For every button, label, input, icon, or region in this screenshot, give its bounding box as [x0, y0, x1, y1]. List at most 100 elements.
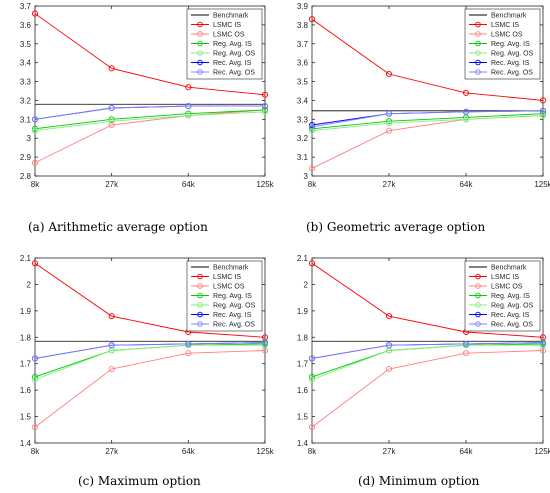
- x-tick-label: 125k: [534, 447, 550, 456]
- data-point-reg-avg-is: [308, 125, 316, 132]
- chart-maximum: 1.4 1.5 1.6 1.7 1.8 1.9 2 2.1 8k 27k 64k 125k Benchm…: [20, 254, 275, 456]
- y-tick-label: 1.6: [297, 386, 309, 395]
- legend-label: Benchmark: [213, 13, 249, 20]
- data-point-lsmc-os: [462, 350, 470, 357]
- x-tick-label: 64k: [182, 447, 196, 456]
- series-line-lsmc-is: [34, 13, 266, 96]
- data-point-reg-avg-os: [261, 108, 269, 115]
- caption-maximum-option: (c) Maximum option: [78, 474, 201, 488]
- data-point-lsmc-is: [108, 313, 115, 320]
- data-point-lsmc-is: [462, 89, 470, 96]
- y-tick-label: 1.5: [297, 413, 309, 422]
- legend-box: [186, 260, 263, 332]
- legend-marker: [475, 273, 481, 280]
- x-tick-label: 27k: [383, 180, 397, 189]
- legend-marker: [475, 321, 481, 327]
- y-tick-label: 3.1: [297, 153, 309, 162]
- data-point-rec-avg-os: [31, 355, 39, 362]
- data-point-reg-avg-os: [31, 376, 39, 383]
- data-point-rec-avg-os: [385, 110, 393, 117]
- legend-label: LSMC OS: [213, 284, 245, 291]
- series-line-reg-avg-os: [34, 344, 265, 380]
- data-point-lsmc-os: [385, 365, 393, 373]
- legend-label: Rec. Avg. IS: [491, 312, 530, 319]
- data-point-reg-avg-is: [185, 110, 192, 117]
- legend-label: LSMC OS: [491, 32, 523, 39]
- series-line-rec-avg-os: [311, 110, 544, 128]
- series-line-rec-avg-os: [34, 342, 266, 359]
- plot-frame: [34, 5, 266, 177]
- legend-marker: [197, 40, 203, 47]
- data-point-lsmc-os: [308, 424, 316, 431]
- data-point-reg-avg-os: [308, 376, 316, 383]
- data-point-lsmc-is: [261, 91, 269, 98]
- legend-marker: [197, 302, 203, 308]
- legend-marker: [197, 273, 203, 280]
- y-tick-label: 3.8: [297, 21, 309, 30]
- legend-label: LSMC IS: [213, 22, 241, 29]
- series-line-reg-avg-os: [34, 111, 266, 132]
- series-line-reg-avg-is: [311, 343, 544, 378]
- series-line-lsmc-is: [311, 18, 544, 101]
- caption-geometric-average: (b) Geometric average option: [306, 220, 486, 234]
- data-point-lsmc-is: [31, 260, 39, 267]
- y-tick-label: 3.6: [297, 59, 309, 68]
- series-line-lsmc-is: [311, 262, 544, 338]
- legend-label: Reg. Avg. IS: [213, 41, 252, 48]
- legend-box: [464, 260, 541, 332]
- legend-marker: [197, 292, 203, 299]
- legend-box: [464, 8, 541, 80]
- x-tick-label: 64k: [182, 180, 196, 189]
- data-point-rec-avg-is: [308, 121, 316, 129]
- legend-marker: [475, 292, 481, 299]
- y-tick-label: 3.9: [297, 2, 309, 11]
- data-point-lsmc-os: [31, 159, 39, 166]
- legend-marker: [197, 21, 203, 28]
- legend-marker: [197, 321, 203, 327]
- y-tick-label: 3: [27, 134, 32, 143]
- legend-marker: [475, 59, 481, 66]
- x-tick-label: 27k: [105, 180, 119, 189]
- legend-label: Benchmark: [491, 13, 527, 20]
- legend: Benchmark LSMC IS LSMC OS Reg. Avg. IS Reg. …: [186, 8, 263, 80]
- data-point-rec-avg-os: [308, 123, 316, 130]
- legend-marker: [197, 50, 203, 56]
- y-tick-label: 2.1: [20, 254, 32, 263]
- data-point-lsmc-os: [308, 165, 316, 172]
- y-tick-label: 3.7: [297, 40, 309, 49]
- legend: Benchmark LSMC IS LSMC OS Reg. Avg. IS Reg. …: [186, 260, 263, 332]
- y-tick-label: 1.6: [20, 386, 32, 395]
- series-line-reg-avg-is: [34, 109, 266, 130]
- legend-label: LSMC IS: [491, 22, 519, 29]
- y-tick-label: 2: [27, 280, 32, 289]
- x-tick-label: 8k: [31, 447, 40, 456]
- data-point-reg-avg-os: [108, 118, 115, 125]
- x-tick-label: 125k: [256, 447, 274, 456]
- data-point-reg-avg-os: [462, 116, 470, 123]
- x-tick-label: 27k: [383, 447, 397, 456]
- data-point-reg-avg-is: [462, 114, 470, 121]
- series-line-lsmc-os: [34, 109, 266, 164]
- y-tick-label: 3.2: [297, 134, 309, 143]
- data-point-rec-avg-os: [308, 355, 316, 362]
- data-point-lsmc-is: [539, 97, 547, 104]
- y-tick-label: 1.7: [20, 360, 32, 369]
- legend-label: Reg. Avg. IS: [213, 293, 252, 300]
- y-tick-label: 1.9: [297, 307, 309, 316]
- legend-label: Rec. Avg. OS: [491, 322, 533, 329]
- legend-label: Rec. Avg. OS: [213, 70, 255, 77]
- y-tick-label: 3.4: [297, 96, 309, 105]
- series-line-lsmc-os: [311, 350, 544, 428]
- data-point-lsmc-os: [108, 365, 115, 373]
- x-tick-label: 64k: [460, 447, 474, 456]
- legend-label: Reg. Avg. IS: [491, 41, 530, 48]
- legend-label: Benchmark: [491, 265, 527, 272]
- x-tick-label: 27k: [105, 447, 119, 456]
- data-point-lsmc-is: [308, 260, 316, 267]
- data-point-rec-avg-os: [185, 340, 192, 347]
- legend-marker: [475, 40, 481, 47]
- legend-label: Reg. Avg. OS: [491, 51, 534, 58]
- data-point-rec-avg-os: [539, 107, 547, 114]
- series-line-rec-avg-os: [311, 342, 544, 359]
- legend-label: LSMC IS: [491, 274, 519, 281]
